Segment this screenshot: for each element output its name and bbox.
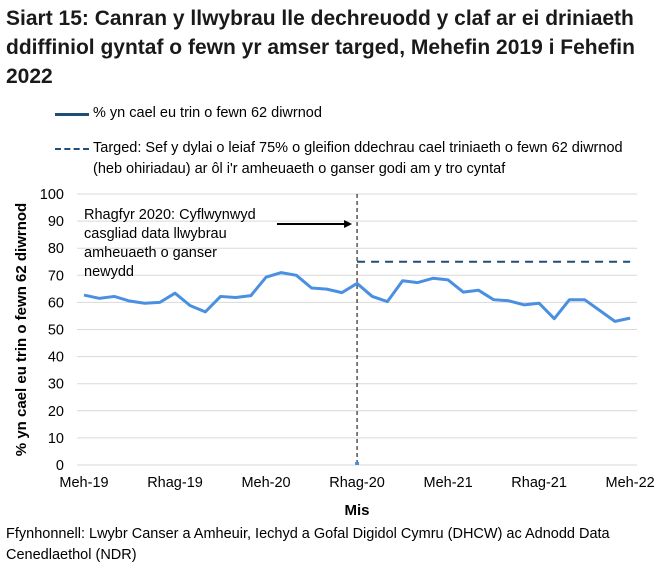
y-tick-label: 80: [48, 241, 64, 257]
x-tick-label: Meh-19: [59, 475, 108, 491]
y-tick-label: 100: [40, 187, 64, 203]
annotation-marker: [355, 462, 360, 465]
x-tick-label: Meh-22: [606, 475, 655, 491]
chart-title: Siart 15: Canran y llwybrau lle dechreuo…: [6, 7, 635, 88]
y-tick-label: 10: [48, 431, 64, 447]
annotation-text: newydd: [84, 264, 134, 280]
y-axis-label: % yn cael eu trin o fewn 62 diwrnod: [13, 203, 30, 456]
y-tick-label: 0: [56, 458, 64, 474]
y-tick-label: 90: [48, 214, 64, 230]
y-tick-label: 30: [48, 377, 64, 393]
source-note: Ffynhonnell: Lwybr Canser a Amheuir, Iec…: [6, 526, 610, 563]
annotation-text: Rhagfyr 2020: Cyflwynwyd: [84, 207, 256, 223]
y-tick-label: 40: [48, 350, 64, 366]
arrow-head-icon: [344, 220, 353, 228]
legend-item-actual: % yn cael eu trin o fewn 62 diwrnod: [55, 103, 322, 124]
x-tick-label: Rhag-21: [511, 475, 567, 491]
x-axis-label: Mis: [344, 502, 369, 519]
x-tick-label: Rhag-19: [147, 475, 203, 491]
y-tick-label: 60: [48, 295, 64, 311]
y-tick-label: 20: [48, 404, 64, 420]
annotation-text: casgliad data llwybrau: [84, 226, 227, 242]
legend-item-target: Targed: Sef y dylai o leiaf 75% o gleifi…: [55, 138, 645, 180]
x-tick-label: Meh-20: [241, 475, 290, 491]
legend-label: % yn cael eu trin o fewn 62 diwrnod: [93, 105, 322, 121]
legend-swatch-dashed: [55, 148, 89, 150]
annotation-text: amheuaeth o ganser: [84, 245, 217, 261]
y-tick-label: 50: [48, 323, 64, 339]
y-tick-label: 70: [48, 268, 64, 284]
x-tick-label: Meh-21: [423, 475, 472, 491]
x-tick-label: Rhag-20: [329, 475, 385, 491]
legend-label: Targed: Sef y dylai o leiaf 75% o gleifi…: [93, 140, 623, 177]
legend-swatch-solid: [55, 113, 89, 116]
